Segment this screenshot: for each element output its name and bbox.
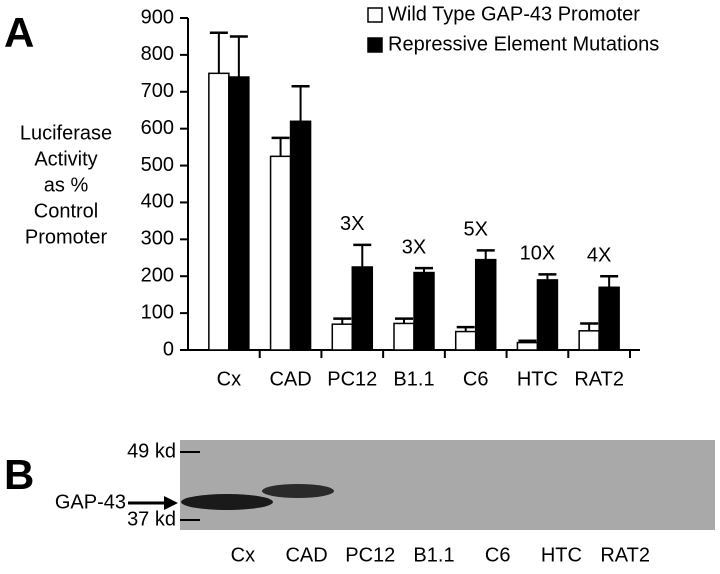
lane-label: Cx (231, 544, 255, 566)
y-axis-label: Luciferase (20, 122, 112, 144)
y-axis-label: as % (44, 174, 89, 196)
bar (351, 266, 374, 351)
x-tick-label: C6 (463, 368, 489, 390)
y-tick-label: 100 (141, 301, 174, 323)
bar (578, 330, 600, 351)
bar (289, 120, 312, 351)
marker-label: 37 kd (127, 508, 176, 530)
lane-label: HTC (541, 544, 582, 566)
y-tick-label: 400 (141, 191, 174, 213)
annotation: 4X (587, 245, 611, 267)
lane-label: CAD (285, 544, 327, 566)
y-axis-label: Control (34, 200, 98, 222)
y-tick-label: 300 (141, 228, 174, 250)
blot-band (181, 494, 273, 510)
lane-label: B1.1 (413, 544, 454, 566)
bar (331, 323, 354, 351)
x-tick-label: Cx (217, 368, 241, 390)
bar (516, 341, 539, 351)
y-tick-label: 700 (141, 80, 174, 102)
blot-band (262, 484, 334, 498)
bar (536, 279, 559, 351)
bar (474, 258, 497, 351)
marker-label: GAP-43 (55, 491, 126, 513)
annotation: 3X (402, 236, 426, 258)
blot-membrane (180, 440, 715, 530)
annotation: 3X (340, 213, 364, 235)
bar (454, 330, 477, 351)
bar (393, 322, 415, 351)
panel-label: A (4, 9, 34, 56)
y-axis-label: Activity (34, 148, 97, 170)
lane-label: RAT2 (600, 544, 650, 566)
legend-swatch (367, 37, 383, 53)
arrow-head (164, 496, 178, 510)
annotation: 5X (463, 219, 487, 241)
panel-label: B (4, 451, 34, 498)
bar (413, 271, 435, 351)
bar (208, 72, 230, 351)
y-axis-label: Promoter (25, 226, 108, 248)
y-tick-label: 200 (141, 265, 174, 287)
legend-swatch (367, 7, 383, 23)
y-tick-label: 800 (141, 43, 174, 65)
marker-label: 49 kd (127, 440, 176, 462)
x-tick-label: CAD (269, 368, 311, 390)
y-tick-label: 500 (141, 154, 174, 176)
annotation: 10X (520, 243, 556, 265)
lane-label: C6 (485, 544, 511, 566)
lane-label: PC12 (345, 544, 395, 566)
y-tick-label: 900 (141, 6, 174, 28)
x-tick-label: HTC (517, 368, 558, 390)
x-tick-label: RAT2 (574, 368, 624, 390)
y-tick-label: 0 (163, 338, 174, 360)
y-tick-label: 600 (141, 117, 174, 139)
legend-label: Repressive Element Mutations (388, 33, 659, 55)
bar (598, 286, 620, 351)
bar (269, 155, 292, 351)
bar (228, 76, 250, 351)
x-tick-label: PC12 (327, 368, 377, 390)
x-tick-label: B1.1 (393, 368, 434, 390)
legend-label: Wild Type GAP-43 Promoter (388, 3, 640, 25)
